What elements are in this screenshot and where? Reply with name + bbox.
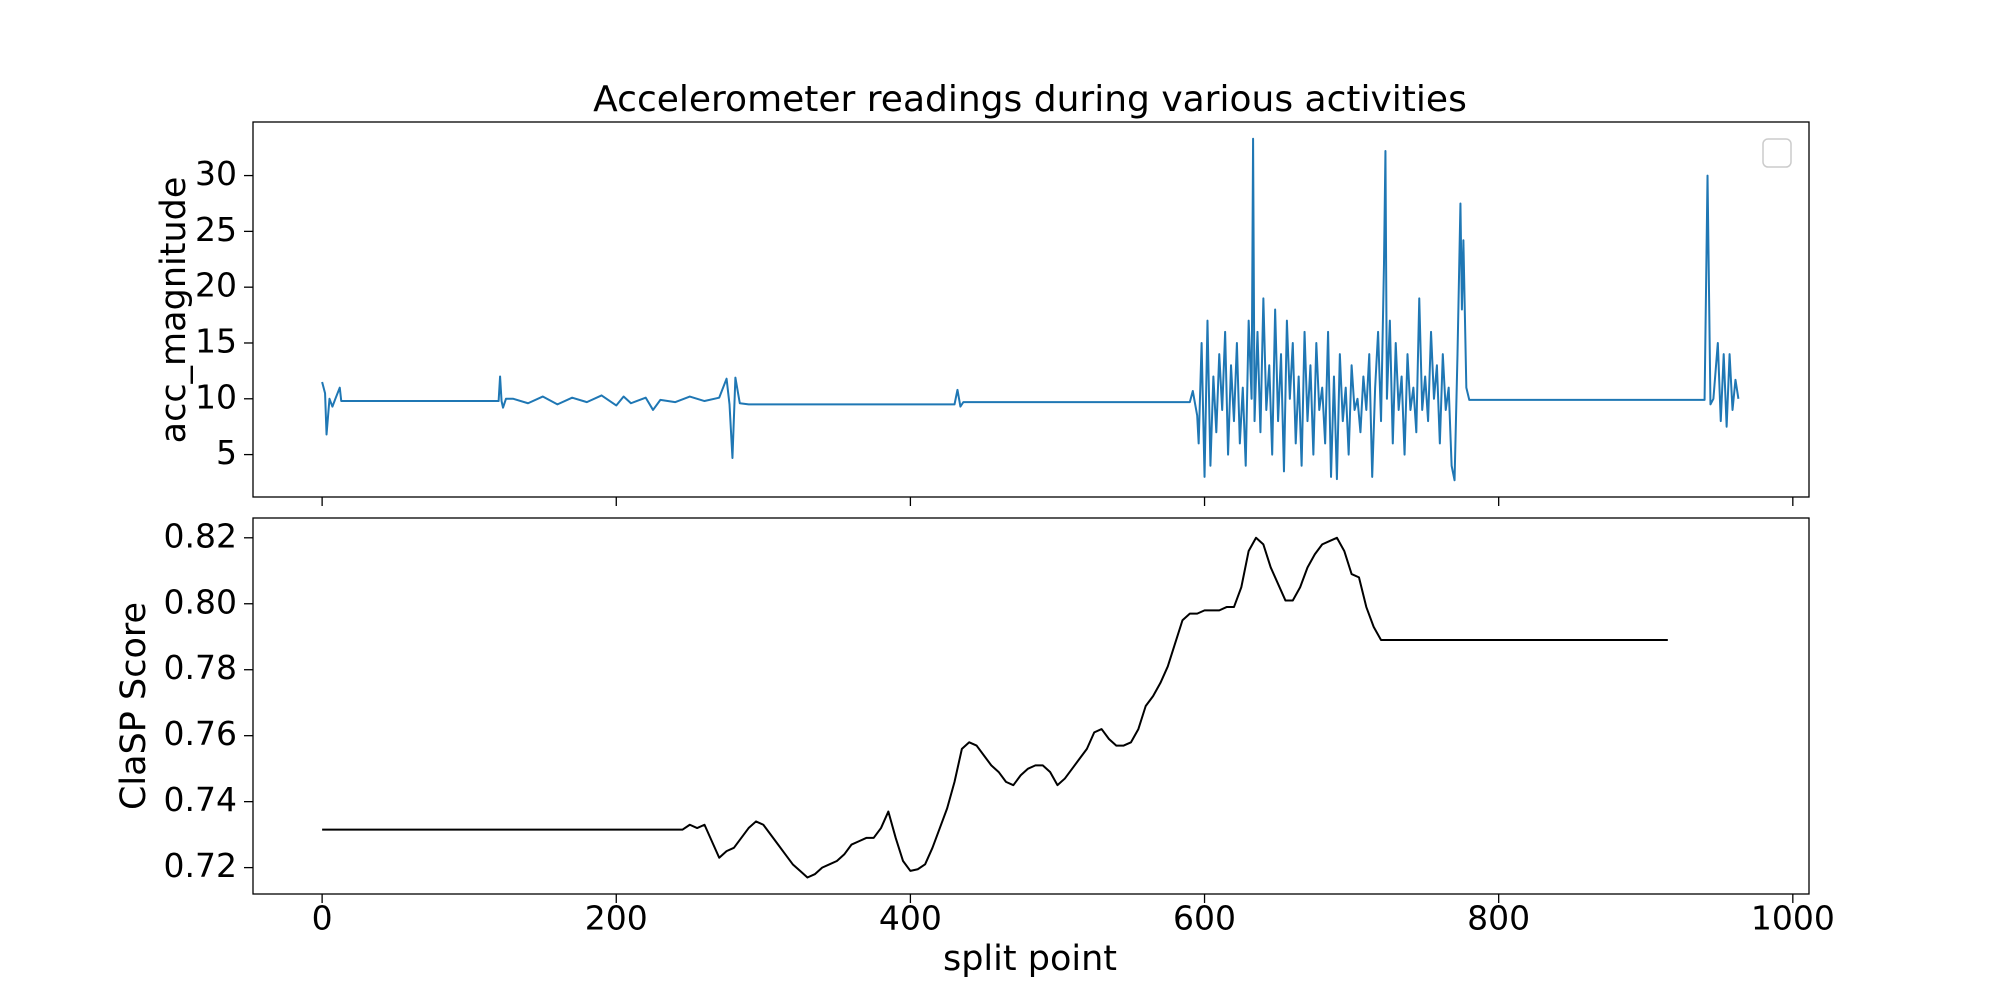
x-tick-label: 0 [312, 899, 333, 938]
y-tick-label: 10 [195, 377, 237, 416]
y-tick-label: 0.78 [164, 648, 237, 687]
x-tick-label: 600 [1173, 899, 1236, 938]
y-tick-label: 15 [195, 321, 237, 360]
y-tick-label: 30 [195, 154, 237, 193]
y-tick-label: 25 [195, 210, 237, 249]
x-tick-label: 1000 [1751, 899, 1835, 938]
legend-box [1762, 138, 1792, 168]
y-axis-label: ClaSP Score [114, 602, 154, 810]
data-line [321, 137, 1740, 482]
axes-frame [252, 517, 1810, 895]
y-tick-label: 0.72 [164, 846, 237, 885]
y-tick-label: 20 [195, 266, 237, 305]
x-axis-label: split point [943, 939, 1117, 979]
y-axis-label: acc_magnitude [154, 177, 194, 444]
x-tick-label: 400 [879, 899, 942, 938]
y-tick-label: 5 [216, 433, 237, 472]
y-tick-label: 0.82 [164, 516, 237, 555]
axes-frame [252, 121, 1810, 498]
chart-title: Accelerometer readings during various ac… [593, 79, 1467, 120]
x-tick-label: 200 [585, 899, 648, 938]
x-tick-label: 800 [1467, 899, 1530, 938]
y-tick-label: 0.80 [164, 582, 237, 621]
y-tick-label: 0.74 [164, 780, 237, 819]
y-tick-label: 0.76 [164, 714, 237, 753]
data-line [322, 536, 1668, 879]
